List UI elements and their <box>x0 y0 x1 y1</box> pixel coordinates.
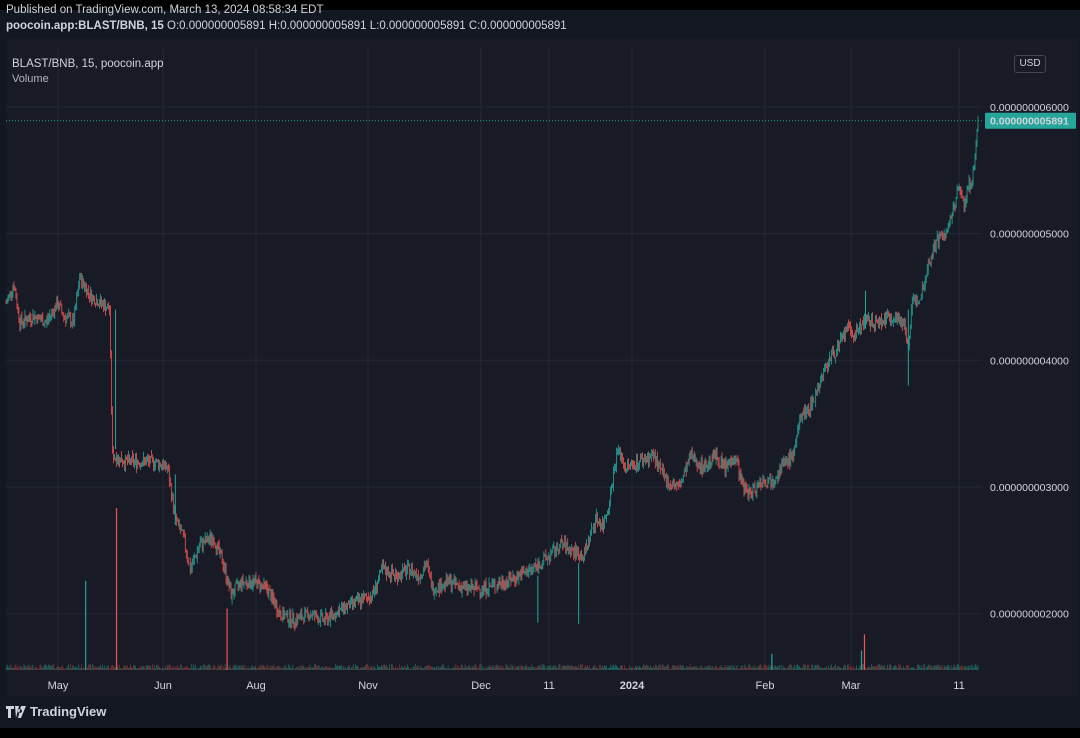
symbol-label: poocoin.app:BLAST/BNB, 15 <box>6 20 164 32</box>
published-info: Published on TradingView.com, March 13, … <box>6 4 324 16</box>
price-axis-label: 0.000000003000 <box>990 482 1069 494</box>
time-axis-label: Feb <box>756 680 775 692</box>
symbol-ohlc-line: poocoin.app:BLAST/BNB, 15 O:0.0000000058… <box>6 20 567 32</box>
price-axis-label: 0.000000006000 <box>990 102 1069 114</box>
series-legend-title: BLAST/BNB, 15, poocoin.app <box>12 58 164 70</box>
ohlc-values: O:0.000000005891 H:0.000000005891 L:0.00… <box>167 20 567 32</box>
time-axis-label: May <box>48 680 69 692</box>
last-price-badge <box>985 112 1076 129</box>
chart-panel[interactable] <box>6 38 1078 696</box>
last-price-marker: 0.000000005891 <box>985 112 1076 129</box>
price-axis-label: 0.000000002000 <box>990 609 1069 621</box>
time-axis-label: Nov <box>358 680 378 692</box>
tradingview-logo-icon <box>6 705 26 718</box>
grid-lines <box>6 48 982 672</box>
time-axis-label: 2024 <box>620 680 645 692</box>
price-axis: 0.000000002000 0.000000003000 0.0000000040… <box>990 102 1069 621</box>
time-axis: May Jun Aug Nov Dec 11 2024 Feb Mar 11 <box>48 680 965 692</box>
price-axis-label: 0.000000004000 <box>990 355 1069 367</box>
currency-button[interactable]: USD <box>1014 55 1046 73</box>
price-axis-label: 0.000000005000 <box>990 229 1069 241</box>
volume-legend: Volume <box>12 73 49 85</box>
time-axis-label: Jun <box>154 680 172 692</box>
time-axis-label: Aug <box>246 680 266 692</box>
time-axis-label: 11 <box>953 680 964 692</box>
candlesticks <box>5 115 979 632</box>
time-axis-label: Dec <box>471 680 491 692</box>
last-price-label: 0.000000005891 <box>990 116 1069 128</box>
time-axis-label: 11 <box>543 680 554 692</box>
tradingview-logo: TradingView <box>6 704 106 719</box>
brand-name: TradingView <box>30 704 107 719</box>
time-axis-label: Mar <box>842 680 861 692</box>
volume-bars <box>5 508 979 670</box>
